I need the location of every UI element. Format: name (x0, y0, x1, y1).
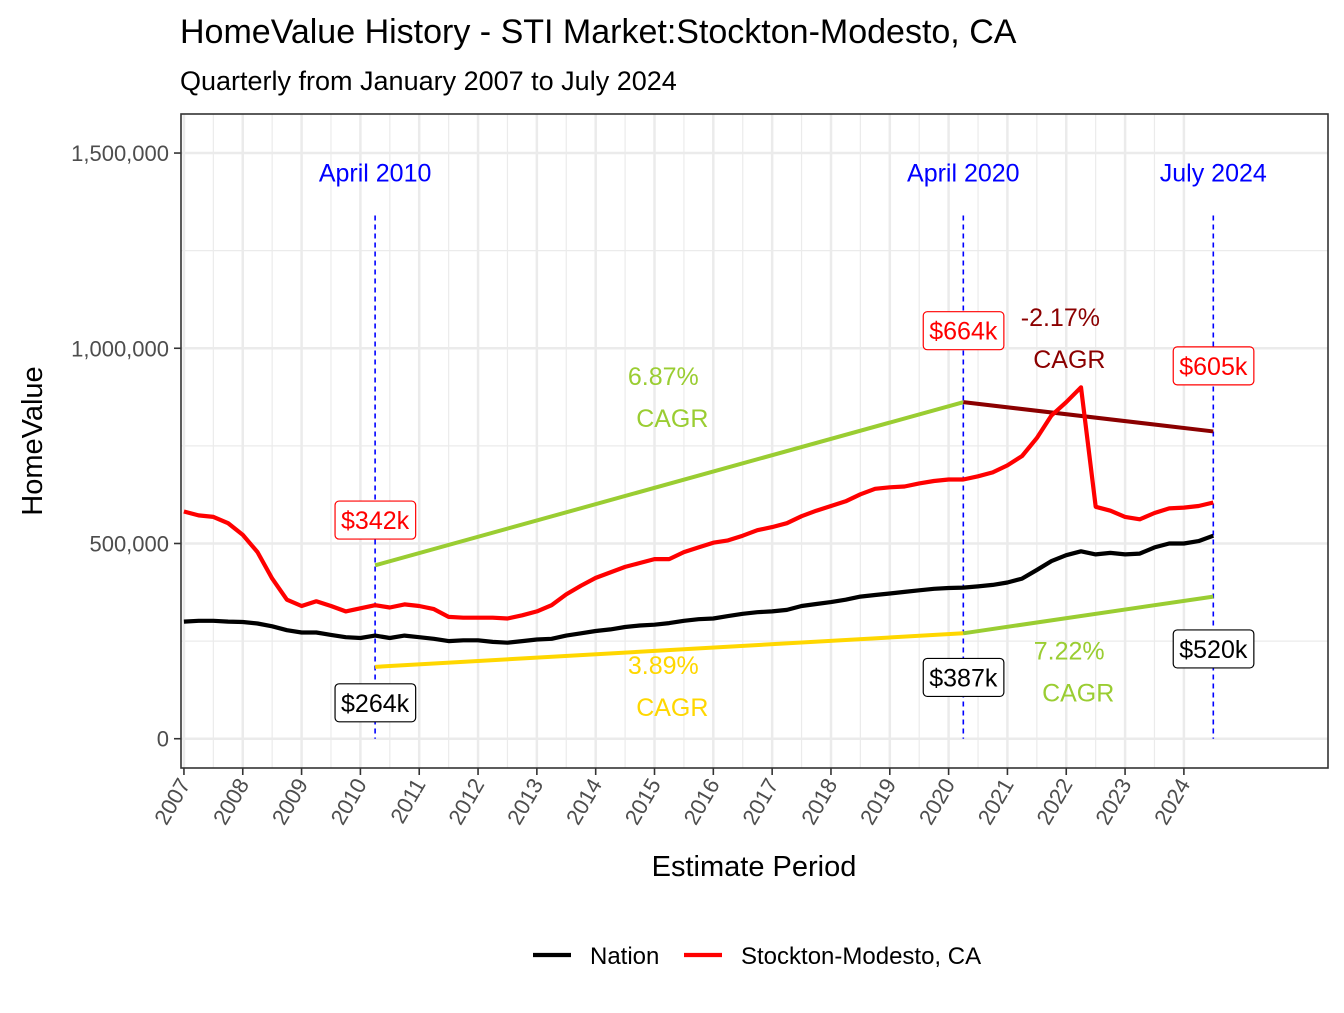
value-label: $664k (922, 311, 1005, 351)
plot-panel-border (180, 113, 1329, 769)
y-tick-label: 0 (157, 727, 169, 752)
value-label: $387k (922, 657, 1005, 698)
cagr-trend-line (374, 631, 964, 669)
value-label-text: $520k (1179, 636, 1248, 664)
value-label: $264k (334, 683, 417, 723)
legend-label: Stockton-Modesto, CA (741, 943, 981, 970)
x-tick-label: 2021 (973, 774, 1019, 829)
x-tick-label: 2015 (620, 774, 666, 829)
panel-border (180, 113, 1329, 769)
value-label-box (334, 683, 417, 723)
value-label-text: $664k (929, 318, 998, 346)
x-tick-label: 2017 (737, 774, 783, 829)
value-label: $342k (334, 500, 417, 540)
value-label-text: $342k (341, 507, 410, 535)
value-label: $605k (1172, 346, 1255, 386)
series-line (183, 533, 1215, 645)
legend-label: Nation (590, 943, 659, 970)
cagr-suffix-label: CAGR (636, 405, 708, 433)
x-tick-label: 2018 (796, 774, 842, 829)
cagr-suffix-label: CAGR (1042, 680, 1114, 708)
x-tick-label: 2010 (326, 774, 372, 829)
cagr-trend-lines (374, 400, 1214, 669)
cagr-rate-label: 3.89% (628, 652, 699, 680)
value-label-box (1172, 629, 1255, 669)
value-label-text: $605k (1179, 353, 1248, 381)
x-tick-label: 2009 (267, 774, 313, 829)
cagr-suffix-label: CAGR (636, 694, 708, 722)
x-tick-label: 2011 (385, 774, 430, 827)
x-tick-label: 2022 (1031, 774, 1077, 829)
value-label-text: $264k (341, 690, 410, 718)
x-tick-label: 2023 (1090, 774, 1136, 829)
vertical-marker-label: July 2024 (1160, 160, 1267, 188)
x-tick-label: 2019 (855, 774, 901, 829)
value-label-text: $387k (929, 664, 998, 692)
value-label-box (922, 311, 1005, 351)
y-tick-label: 500,000 (89, 531, 169, 556)
y-tick-label: 1,500,000 (71, 141, 169, 166)
plot-panel-background (181, 114, 1328, 768)
x-tick-label: 2008 (208, 774, 254, 829)
y-tick-label: 1,000,000 (71, 336, 169, 361)
value-label-box (334, 500, 417, 540)
cagr-trend-line (963, 400, 1214, 434)
value-labels: $342k $664k $605k $264k $387k $520k (334, 311, 1255, 723)
vertical-marker-label: April 2010 (319, 160, 432, 188)
cagr-rate-label: 6.87% (628, 363, 699, 391)
cagr-rate-label: -2.17% (1021, 304, 1100, 332)
chart-subtitle: Quarterly from January 2007 to July 2024 (180, 66, 677, 96)
x-axis-title: Estimate Period (652, 851, 857, 883)
cagr-trend-line (374, 400, 964, 568)
x-tick-label: 2020 (914, 774, 960, 829)
cagr-rate-label: 7.22% (1034, 638, 1105, 666)
data-series (183, 385, 1215, 645)
value-label-box (922, 657, 1005, 698)
cagr-trend-line (963, 594, 1214, 636)
value-label: $520k (1172, 629, 1255, 669)
legend: Nation Stockton-Modesto, CA (533, 943, 981, 970)
cagr-labels: 3.89% CAGR 7.22% CAGR 6.87% CAGR -2.17% CAGR (628, 304, 1114, 722)
vertical-marker-label: April 2020 (907, 160, 1020, 188)
x-tick-label: 2016 (679, 774, 725, 829)
vertical-marker-labels: April 2010 April 2020 July 2024 (319, 160, 1267, 188)
y-axis-title: HomeValue (17, 366, 49, 515)
x-tick-label: 2013 (502, 774, 548, 829)
x-tick-label: 2014 (561, 774, 607, 829)
x-tick-label: 2024 (1149, 774, 1195, 829)
x-tick-label: 2012 (443, 774, 489, 829)
value-label-box (1172, 346, 1255, 386)
plot-panel (181, 114, 1328, 768)
series-line (183, 385, 1214, 621)
x-tick-label: 2007 (149, 774, 195, 829)
cagr-suffix-label: CAGR (1033, 346, 1105, 374)
chart-title: HomeValue History - STI Market:Stockton-… (180, 13, 1017, 51)
